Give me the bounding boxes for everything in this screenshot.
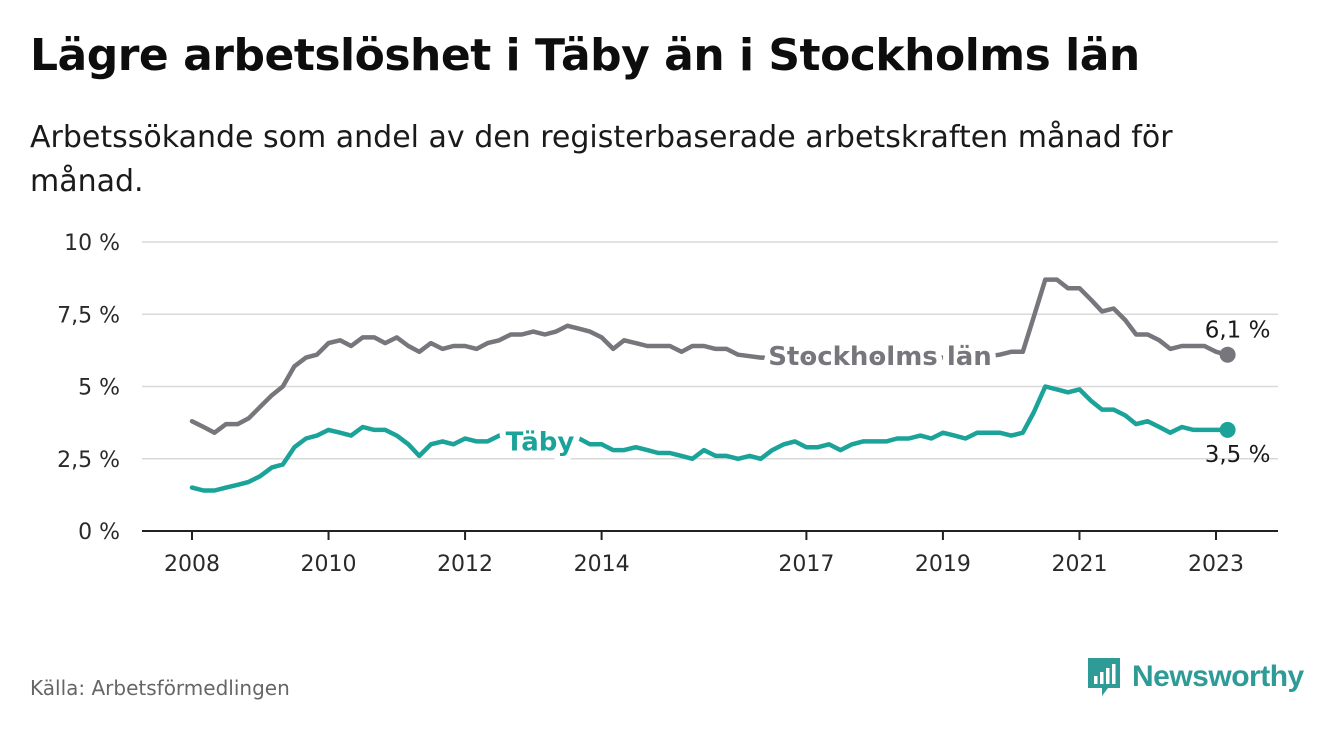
x-tick-label: 2019: [915, 552, 971, 577]
series-labels: Stockholms län Täby: [500, 336, 998, 463]
x-tick-label: 2010: [301, 552, 357, 577]
source-note: Källa: Arbetsförmedlingen: [30, 676, 290, 700]
end-value-label-taby: 3,5 %: [1205, 442, 1271, 468]
grid-lines: 0 % 2,5 % 5 % 7,5 % 10 %: [57, 231, 1278, 545]
y-tick-label: 10 %: [64, 231, 120, 256]
brand-name: Newsworthy: [1132, 660, 1304, 693]
x-axis: 2008 2010 2012 2014 2017 2019 2021 2023: [142, 530, 1278, 577]
series-line-stockholms-lan: [189, 277, 1230, 435]
chart-title: Lägre arbetslöshet i Täby än i Stockholm…: [30, 30, 1140, 81]
end-marker-stockholms-lan: [1219, 346, 1236, 363]
series-stockholms-lan: 6,1 %: [189, 277, 1271, 435]
brand-logo[interactable]: Newsworthy: [1086, 656, 1304, 698]
series-name-label-stockholms-lan: Stockholms län: [768, 342, 992, 372]
x-tick-label: 2023: [1188, 552, 1244, 577]
y-tick-label: 0 %: [78, 520, 120, 545]
series-line-taby: [189, 384, 1230, 493]
y-tick-label: 5 %: [78, 376, 120, 401]
chart-subtitle: Arbetssökande som andel av den registerb…: [30, 120, 1173, 199]
series-taby: 3,5 %: [189, 384, 1271, 493]
end-marker-taby: [1219, 421, 1236, 438]
y-tick-label: 2,5 %: [57, 448, 120, 473]
x-tick-label: 2017: [778, 552, 834, 577]
x-tick-label: 2012: [437, 552, 493, 577]
y-tick-label: 7,5 %: [57, 303, 120, 328]
end-value-label-stockholms-lan: 6,1 %: [1205, 318, 1271, 344]
newsworthy-logo-icon: [1088, 658, 1120, 696]
line-chart: 0 % 2,5 % 5 % 7,5 % 10 % 2008 2010 2012 2014 201…: [57, 231, 1278, 577]
x-tick-label: 2014: [574, 552, 630, 577]
series-name-label-taby: Täby: [506, 427, 575, 457]
x-tick-label: 2008: [164, 552, 220, 577]
x-tick-label: 2021: [1051, 552, 1107, 577]
